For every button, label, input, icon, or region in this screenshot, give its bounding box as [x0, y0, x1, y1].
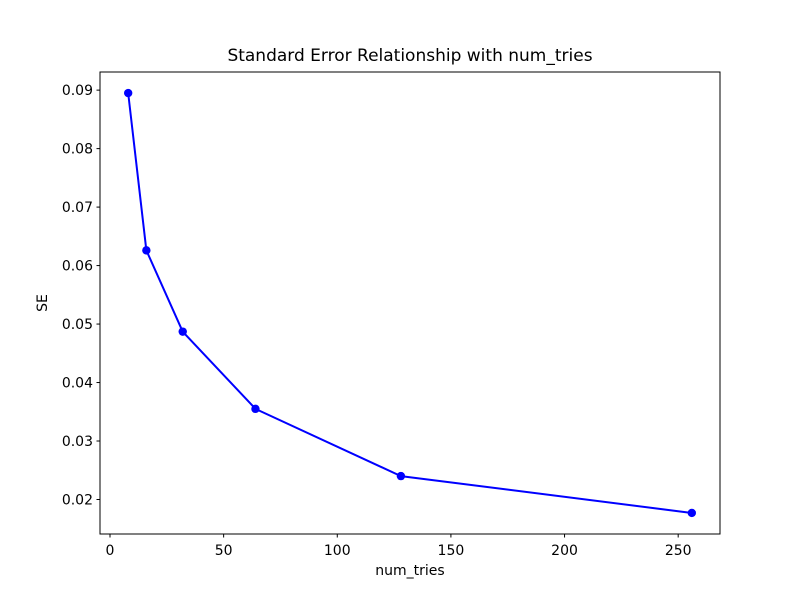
data-series-line: [123, 88, 697, 518]
y-axis-label: SE: [35, 294, 51, 312]
y-axis-ticks: 0.02 0.03 0.04 0.05 0.06 0.07 0.08 0.09: [62, 83, 100, 508]
x-tick-label: 0: [106, 543, 115, 559]
y-tick-label: 0.09: [62, 83, 93, 99]
data-point-marker: [251, 404, 260, 414]
data-point-marker: [123, 88, 133, 98]
x-tick-label: 150: [438, 543, 465, 559]
y-tick-label: 0.02: [62, 492, 93, 508]
plot-border: [99, 71, 721, 535]
x-axis-ticks: 0 50 100 150 200 250: [106, 534, 692, 559]
x-tick-label: 50: [215, 543, 233, 559]
data-point-marker: [142, 246, 151, 255]
series-line: [127, 92, 692, 514]
y-tick-label: 0.05: [62, 317, 93, 333]
chart-title: Standard Error Relationship with num_tri…: [227, 46, 592, 66]
y-tick-label: 0.08: [62, 141, 93, 157]
data-point-marker: [687, 508, 697, 518]
x-tick-label: 200: [551, 543, 578, 559]
y-tick-label: 0.06: [62, 258, 93, 274]
x-tick-label: 250: [665, 543, 692, 559]
x-axis-label: num_tries: [375, 563, 444, 579]
data-point-marker: [396, 471, 406, 481]
y-tick-label: 0.04: [62, 375, 93, 391]
data-point-marker: [178, 327, 187, 336]
y-tick-label: 0.07: [62, 200, 93, 216]
x-tick-label: 100: [324, 543, 351, 559]
y-tick-label: 0.03: [62, 434, 93, 450]
